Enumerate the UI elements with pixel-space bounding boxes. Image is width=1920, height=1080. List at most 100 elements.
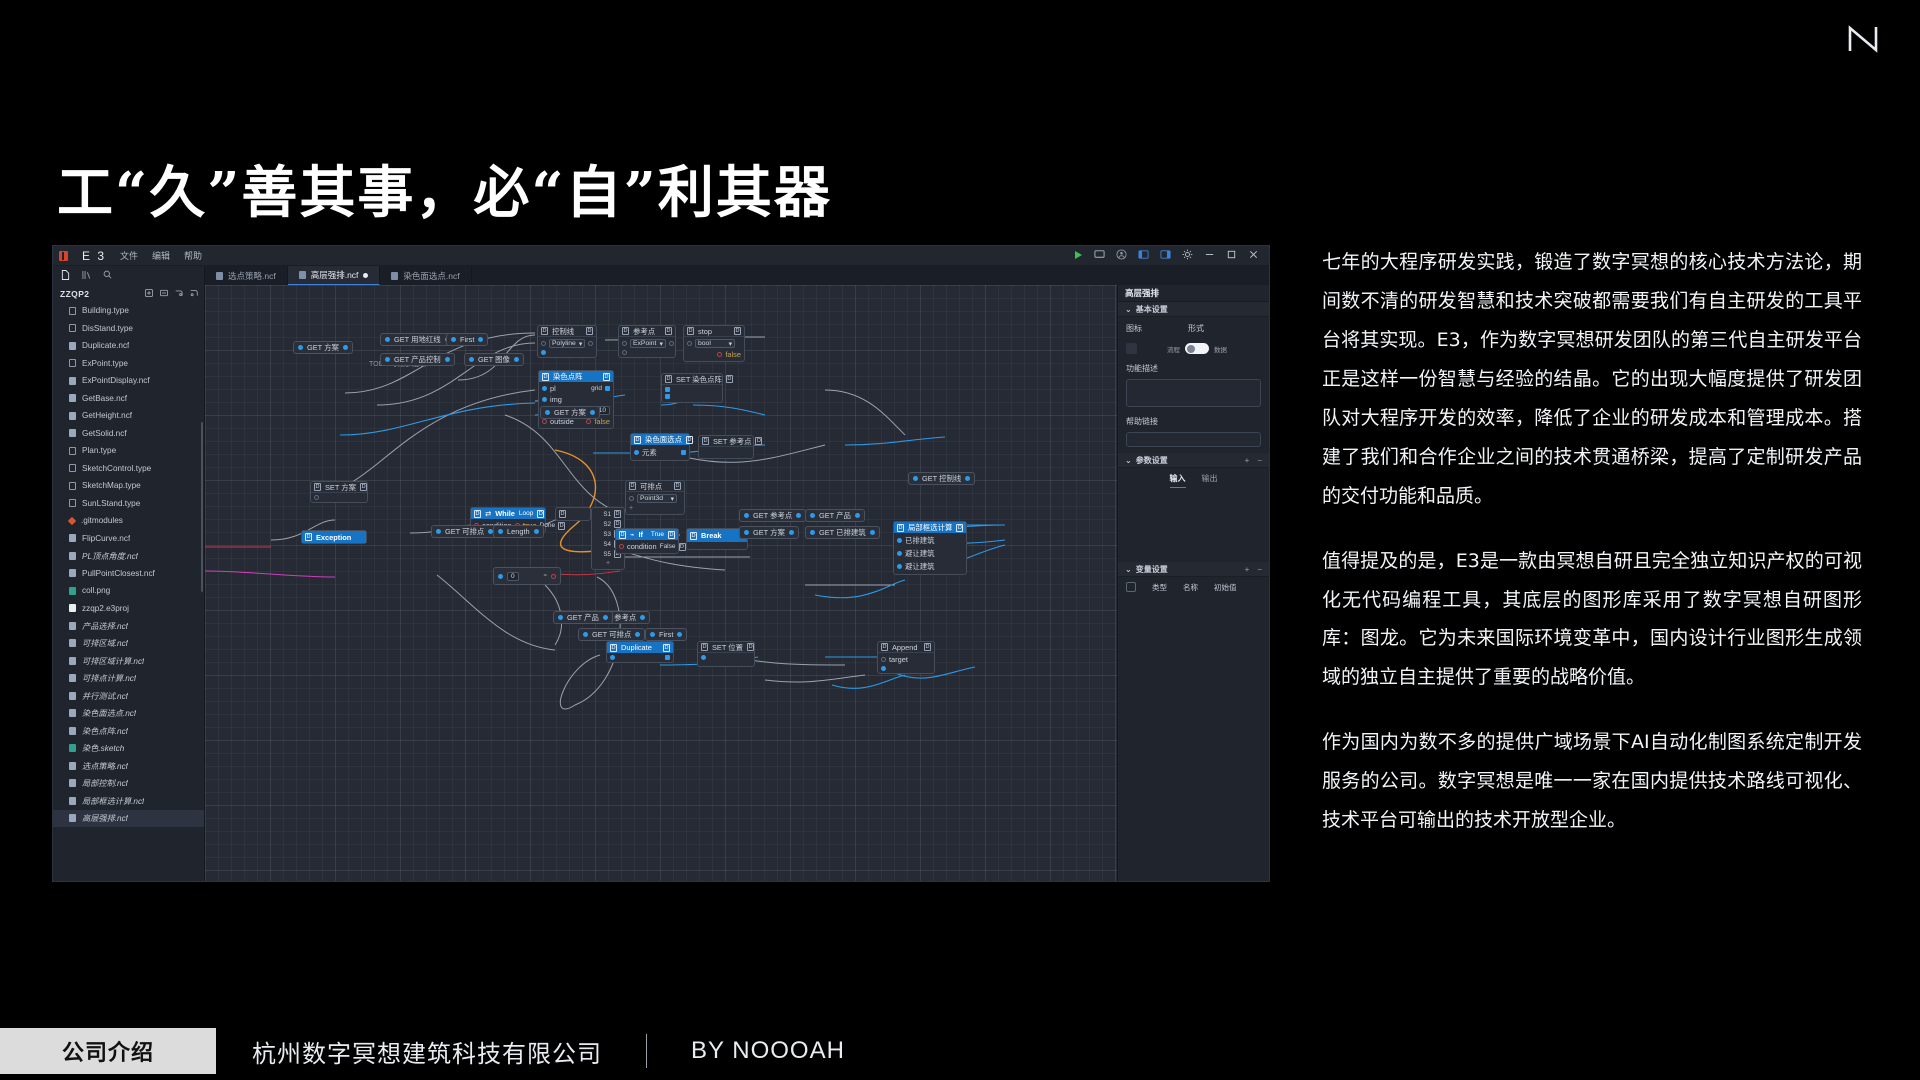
exec-in-port[interactable]: D: [701, 643, 708, 651]
file-tree-item[interactable]: zzqp2.e3proj: [53, 600, 204, 618]
section-parameter-settings[interactable]: ⌄ 参数设置 + −: [1118, 453, 1269, 468]
input-port-2[interactable]: [881, 666, 886, 671]
in-port[interactable]: [469, 357, 474, 362]
node-get[interactable]: GET 已排建筑: [805, 526, 880, 539]
out-port[interactable]: [965, 476, 971, 481]
loop-out-port[interactable]: D: [537, 509, 545, 518]
exec-out-port[interactable]: D: [663, 643, 670, 652]
file-tree-item[interactable]: 染色.sketch: [53, 740, 204, 758]
input-port[interactable]: [622, 341, 627, 346]
in-port[interactable]: [744, 530, 749, 535]
in-port[interactable]: [583, 632, 588, 637]
out-port[interactable]: [869, 530, 875, 535]
input-port-target[interactable]: [881, 657, 886, 662]
node-set-plan[interactable]: D SET 方案 D: [310, 481, 368, 503]
true-port[interactable]: D: [668, 530, 675, 539]
sequence-port-row[interactable]: S1 D: [595, 510, 621, 518]
out-port[interactable]: [796, 513, 802, 518]
condition-port[interactable]: [619, 544, 624, 549]
output-port[interactable]: [668, 341, 674, 346]
in-port[interactable]: [385, 357, 390, 362]
bool-port[interactable]: [717, 352, 723, 357]
file-tree-item[interactable]: 可排点计算.ncf: [53, 670, 204, 688]
node-if[interactable]: D ⌁ If True D condition False D: [615, 528, 686, 554]
minimize-icon[interactable]: [1204, 249, 1215, 262]
node-set-ref-point[interactable]: D SET 参考点 D: [698, 435, 763, 459]
sequence-port-row[interactable]: S2 D: [595, 520, 621, 528]
tab-xuandian-celve[interactable]: 选点策略.ncf: [205, 266, 288, 285]
input-port[interactable]: [314, 495, 319, 500]
menu-item-file[interactable]: 文件: [120, 251, 139, 261]
exec-out-port[interactable]: D: [734, 327, 741, 335]
file-tree-item[interactable]: Building.type: [53, 302, 204, 320]
node-append[interactable]: D Append D target: [877, 641, 935, 674]
file-tree-item[interactable]: 可排区域计算.ncf: [53, 652, 204, 670]
node-stop[interactable]: D stop D bool ▾ false: [683, 325, 745, 362]
out-port[interactable]: [788, 530, 794, 535]
node-color-grid[interactable]: D 染色点阵 D pl grid img size 10 outside: [538, 370, 614, 429]
file-tree-item[interactable]: FlipCurve.ncf: [53, 530, 204, 548]
menu-item-edit[interactable]: 编辑: [152, 251, 171, 261]
node-get[interactable]: GET 产品: [553, 611, 613, 624]
tab-output[interactable]: 输出: [1201, 474, 1218, 483]
file-tree-item[interactable]: 高层强排.ncf: [53, 809, 204, 827]
file-tree-item[interactable]: coll.png: [53, 582, 204, 600]
file-tree-item[interactable]: DisStand.type: [53, 320, 204, 338]
exec-in-port[interactable]: D: [474, 509, 481, 518]
file-tree-item[interactable]: ExPointDisplay.ncf: [53, 372, 204, 390]
file-tree-item[interactable]: .gitmodules: [53, 512, 204, 530]
user-icon[interactable]: [1116, 249, 1127, 262]
node-set-position[interactable]: D SET 位置 D: [697, 641, 755, 667]
exec-out-port[interactable]: D: [360, 483, 368, 491]
right-panel-icon[interactable]: [1160, 249, 1171, 262]
refresh-icon[interactable]: [175, 289, 183, 299]
maximize-icon[interactable]: [1226, 249, 1237, 262]
file-tree-item[interactable]: GetSolid.ncf: [53, 425, 204, 443]
exec-in-port[interactable]: D: [634, 435, 641, 444]
out-port[interactable]: [513, 357, 519, 362]
node-exception[interactable]: D Exception: [301, 530, 367, 544]
file-tree-item[interactable]: PL顶点角度.ncf: [53, 547, 204, 565]
input-port-element[interactable]: [634, 450, 639, 455]
remove-icon[interactable]: −: [1257, 564, 1262, 574]
in-port[interactable]: [451, 337, 456, 342]
sequence-out-port[interactable]: D: [614, 510, 621, 518]
file-tree-item[interactable]: SketchControl.type: [53, 460, 204, 478]
value-port[interactable]: [622, 350, 627, 355]
file-explorer-icon[interactable]: [61, 269, 70, 282]
exec-out-port[interactable]: D: [586, 327, 593, 335]
type-select[interactable]: Point3d ▾: [637, 494, 677, 503]
in-port[interactable]: [498, 529, 503, 534]
exec-in-port[interactable]: D: [665, 375, 672, 383]
search-icon[interactable]: [103, 270, 112, 282]
sequence-out-port[interactable]: D: [614, 520, 621, 528]
file-tree-item[interactable]: 染色点阵.ncf: [53, 722, 204, 740]
value-in-port-2[interactable]: [665, 394, 670, 399]
false-port[interactable]: D: [678, 542, 686, 551]
add-sequence-port-icon[interactable]: +: [605, 560, 611, 567]
type-select[interactable]: ExPoint ▾: [630, 339, 666, 348]
seq-in-port[interactable]: D: [559, 510, 566, 518]
output-port[interactable]: [681, 450, 686, 455]
file-tree-item[interactable]: 并行测试.ncf: [53, 687, 204, 705]
value-in-port[interactable]: [665, 387, 670, 392]
tab-ranse-mianxuandian[interactable]: 染色面选点.ncf: [380, 266, 472, 285]
node-get[interactable]: GET 方案: [739, 526, 799, 539]
node-get[interactable]: GET 可排点: [578, 628, 646, 641]
node-get[interactable]: GET 方案: [540, 406, 600, 419]
input-port-pl[interactable]: [542, 386, 547, 391]
in-port[interactable]: [298, 345, 303, 350]
output-port[interactable]: [665, 655, 670, 660]
node-graph-canvas[interactable]: TODO 考虑多组块: [205, 285, 1117, 881]
input-port-img[interactable]: [542, 397, 547, 402]
file-tree-item[interactable]: 选点策略.ncf: [53, 757, 204, 775]
exec-out-port[interactable]: D: [956, 523, 964, 532]
exec-in-port[interactable]: D: [610, 643, 617, 652]
node-get[interactable]: GET 可排点: [431, 525, 499, 538]
exec-in-port[interactable]: D: [305, 533, 312, 541]
node-placeable-point[interactable]: D 可排点 D Point3d ▾ +: [625, 480, 685, 515]
input-port-3[interactable]: [897, 564, 902, 569]
file-tree-item[interactable]: SketchMap.type: [53, 477, 204, 495]
new-folder-icon[interactable]: [160, 289, 168, 299]
new-file-icon[interactable]: [145, 288, 153, 299]
